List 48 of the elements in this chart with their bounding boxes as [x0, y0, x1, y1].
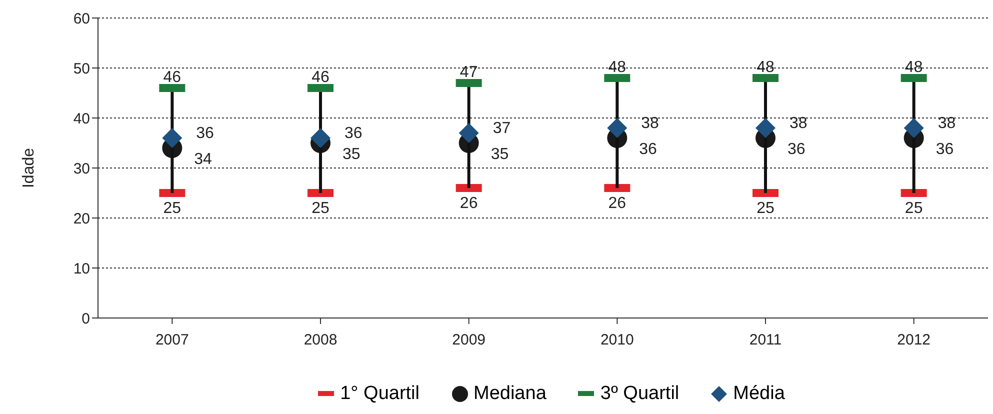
y-tick-label: 50 — [73, 60, 90, 78]
data-label: 25 — [312, 200, 330, 218]
data-label: 38 — [641, 115, 660, 132]
legend-label: Média — [733, 383, 785, 405]
y-tick-label: 20 — [73, 210, 90, 228]
legend-label: 1° Quartil — [340, 383, 420, 405]
point — [607, 118, 628, 138]
point — [310, 128, 330, 148]
data-label: 38 — [790, 115, 808, 132]
data-label: 36 — [639, 141, 658, 158]
data-label: 36 — [936, 141, 954, 158]
legend-label: Mediana — [474, 383, 546, 405]
point — [756, 118, 776, 138]
point — [162, 128, 182, 148]
x-tick-label: 2010 — [600, 332, 634, 349]
data-label: 48 — [756, 59, 774, 76]
y-tick-label: 10 — [73, 260, 90, 278]
x-tick-label: 2009 — [452, 332, 486, 349]
y-axis-title: Idade — [20, 148, 38, 188]
data-label: 46 — [312, 69, 330, 86]
data-label: 36 — [344, 125, 362, 142]
x-tick-label: 2008 — [304, 332, 338, 349]
data-label: 36 — [196, 125, 214, 142]
data-label: 25 — [163, 200, 182, 218]
data-label: 25 — [756, 200, 774, 218]
data-label: 47 — [460, 64, 478, 82]
data-label: 35 — [342, 146, 360, 164]
y-tick-label: 60 — [73, 10, 90, 28]
data-label: 26 — [460, 195, 478, 212]
data-label: 34 — [194, 151, 212, 168]
data-label: 35 — [490, 146, 509, 164]
data-label: 48 — [608, 59, 626, 76]
y-tick-label: 0 — [82, 310, 90, 328]
data-label: 38 — [938, 115, 956, 132]
y-tick-label: 30 — [73, 160, 90, 178]
point — [458, 123, 479, 143]
data-label: 48 — [904, 59, 923, 76]
x-tick-label: 2011 — [749, 332, 782, 349]
data-label: 46 — [163, 69, 182, 86]
data-label: 25 — [904, 200, 923, 218]
data-label: 26 — [608, 195, 626, 212]
x-tick-label: 2012 — [897, 332, 931, 349]
y-tick-label: 40 — [73, 110, 90, 128]
point — [904, 118, 924, 138]
data-label: 37 — [492, 120, 511, 138]
x-tick-label: 2007 — [155, 332, 189, 349]
data-label: 36 — [788, 141, 806, 158]
legend-label: 3º Quartil — [600, 383, 680, 405]
